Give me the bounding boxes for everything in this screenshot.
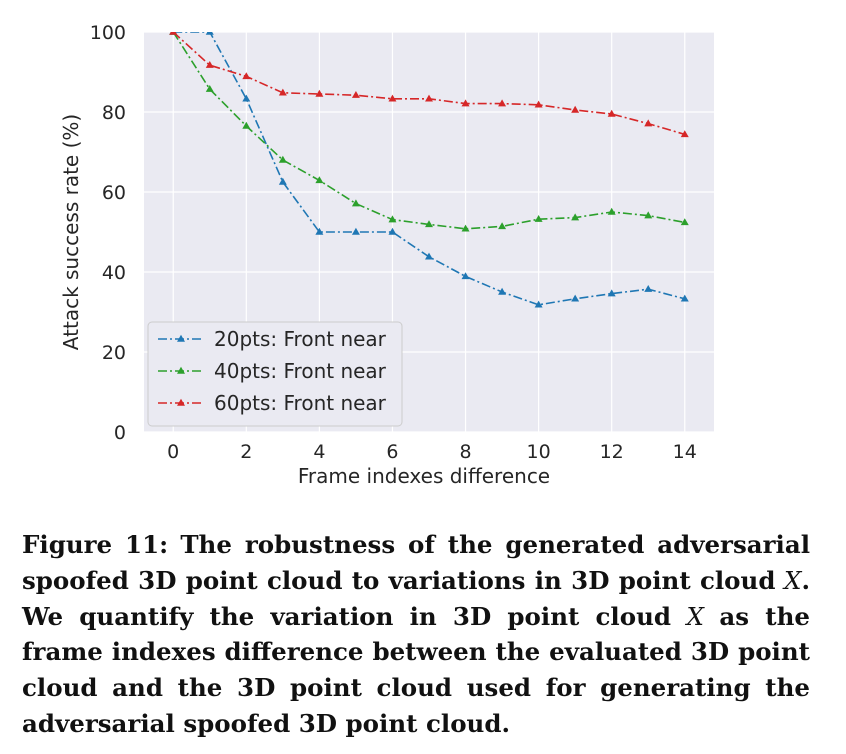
data-point-marker	[169, 32, 178, 35]
data-point-marker	[644, 119, 653, 127]
y-tick-label: 80	[102, 102, 126, 124]
caption-variable-x: X	[784, 565, 802, 595]
figure-caption: Figure 11: The robustness of the generat…	[22, 527, 810, 742]
legend-label: 40pts: Front near	[214, 359, 387, 383]
x-axis-label: Frame indexes difference	[298, 464, 550, 488]
data-point-marker	[425, 252, 433, 260]
caption-variable-x-2: X	[686, 601, 704, 631]
data-point-marker	[242, 72, 251, 80]
data-point-marker	[644, 211, 653, 219]
x-tick-label: 2	[240, 441, 252, 463]
data-point-marker	[680, 294, 689, 302]
figure-number: Figure 11:	[22, 530, 169, 559]
data-point-marker	[571, 213, 580, 221]
data-point-marker	[498, 222, 507, 230]
data-point-marker	[351, 91, 360, 98]
data-point-marker	[680, 130, 689, 138]
data-point-marker	[278, 177, 287, 185]
data-point-marker	[571, 294, 580, 302]
x-tick-label: 10	[527, 441, 551, 463]
tick-labels: 0 20 40 60 80 100 0 2 4 6 8 10 12 14	[90, 22, 697, 463]
data-point-marker	[242, 121, 251, 129]
data-point-marker	[461, 99, 470, 107]
x-tick-label: 12	[600, 441, 624, 463]
data-point-marker	[607, 207, 616, 215]
y-tick-label: 40	[102, 262, 126, 284]
data-point-marker	[351, 227, 360, 235]
data-point-marker	[498, 287, 507, 295]
y-axis-label: Attack success rate (%)	[59, 114, 83, 350]
x-tick-label: 4	[313, 441, 325, 463]
data-point-marker	[388, 227, 397, 235]
data-point-marker	[607, 109, 616, 117]
legend-marker	[177, 334, 185, 342]
data-point-marker	[534, 300, 543, 308]
data-point-marker	[534, 215, 543, 222]
y-tick-label: 20	[102, 342, 126, 364]
data-point-marker	[278, 88, 287, 96]
data-point-marker	[205, 61, 214, 68]
data-point-marker	[607, 289, 616, 297]
data-point-marker	[388, 215, 397, 223]
data-point-marker	[571, 105, 580, 113]
data-point-marker	[315, 227, 324, 235]
data-point-marker	[425, 94, 433, 102]
x-tick-label: 14	[673, 441, 697, 463]
x-tick-label: 0	[167, 441, 179, 463]
caption-text-3: as the frame indexes difference between …	[22, 601, 811, 738]
line-chart: 0 20 40 60 80 100 0 2 4 6 8 10 12 14 Frame indexes di…	[59, 22, 714, 488]
series-2	[169, 32, 689, 232]
legend-label: 20pts: Front near	[214, 327, 387, 351]
data-point-marker	[644, 285, 653, 292]
data-point-marker	[205, 32, 214, 35]
y-tick-label: 100	[90, 22, 126, 44]
series-layer	[169, 32, 689, 308]
data-point-marker	[388, 94, 397, 102]
data-point-marker	[534, 100, 543, 108]
series-1	[169, 32, 689, 308]
legend-marker	[177, 398, 185, 406]
legend-marker	[177, 366, 185, 374]
data-point-marker	[461, 272, 470, 280]
data-point-marker	[680, 218, 689, 226]
legend: 20pts: Front near 40pts: Front near 60pts:…	[147, 321, 403, 427]
data-point-marker	[278, 155, 287, 163]
caption-text-2: . We quantify the variation in 3D point …	[22, 565, 810, 631]
x-tick-label: 8	[459, 441, 471, 463]
data-point-marker	[498, 99, 507, 107]
data-point-marker	[425, 220, 433, 228]
legend-label: 60pts: Front near	[214, 391, 387, 415]
data-point-marker	[315, 176, 324, 184]
data-point-marker	[315, 89, 324, 97]
data-point-marker	[242, 94, 251, 102]
legend-frame	[147, 321, 403, 427]
series-3	[169, 32, 689, 138]
y-tick-label: 60	[102, 182, 126, 204]
data-point-marker	[205, 85, 214, 92]
x-tick-label: 6	[386, 441, 398, 463]
data-point-marker	[461, 224, 470, 232]
y-tick-label: 0	[114, 422, 126, 444]
data-point-marker	[351, 199, 360, 207]
caption-text-1: The robustness of the generated adversar…	[22, 530, 811, 595]
